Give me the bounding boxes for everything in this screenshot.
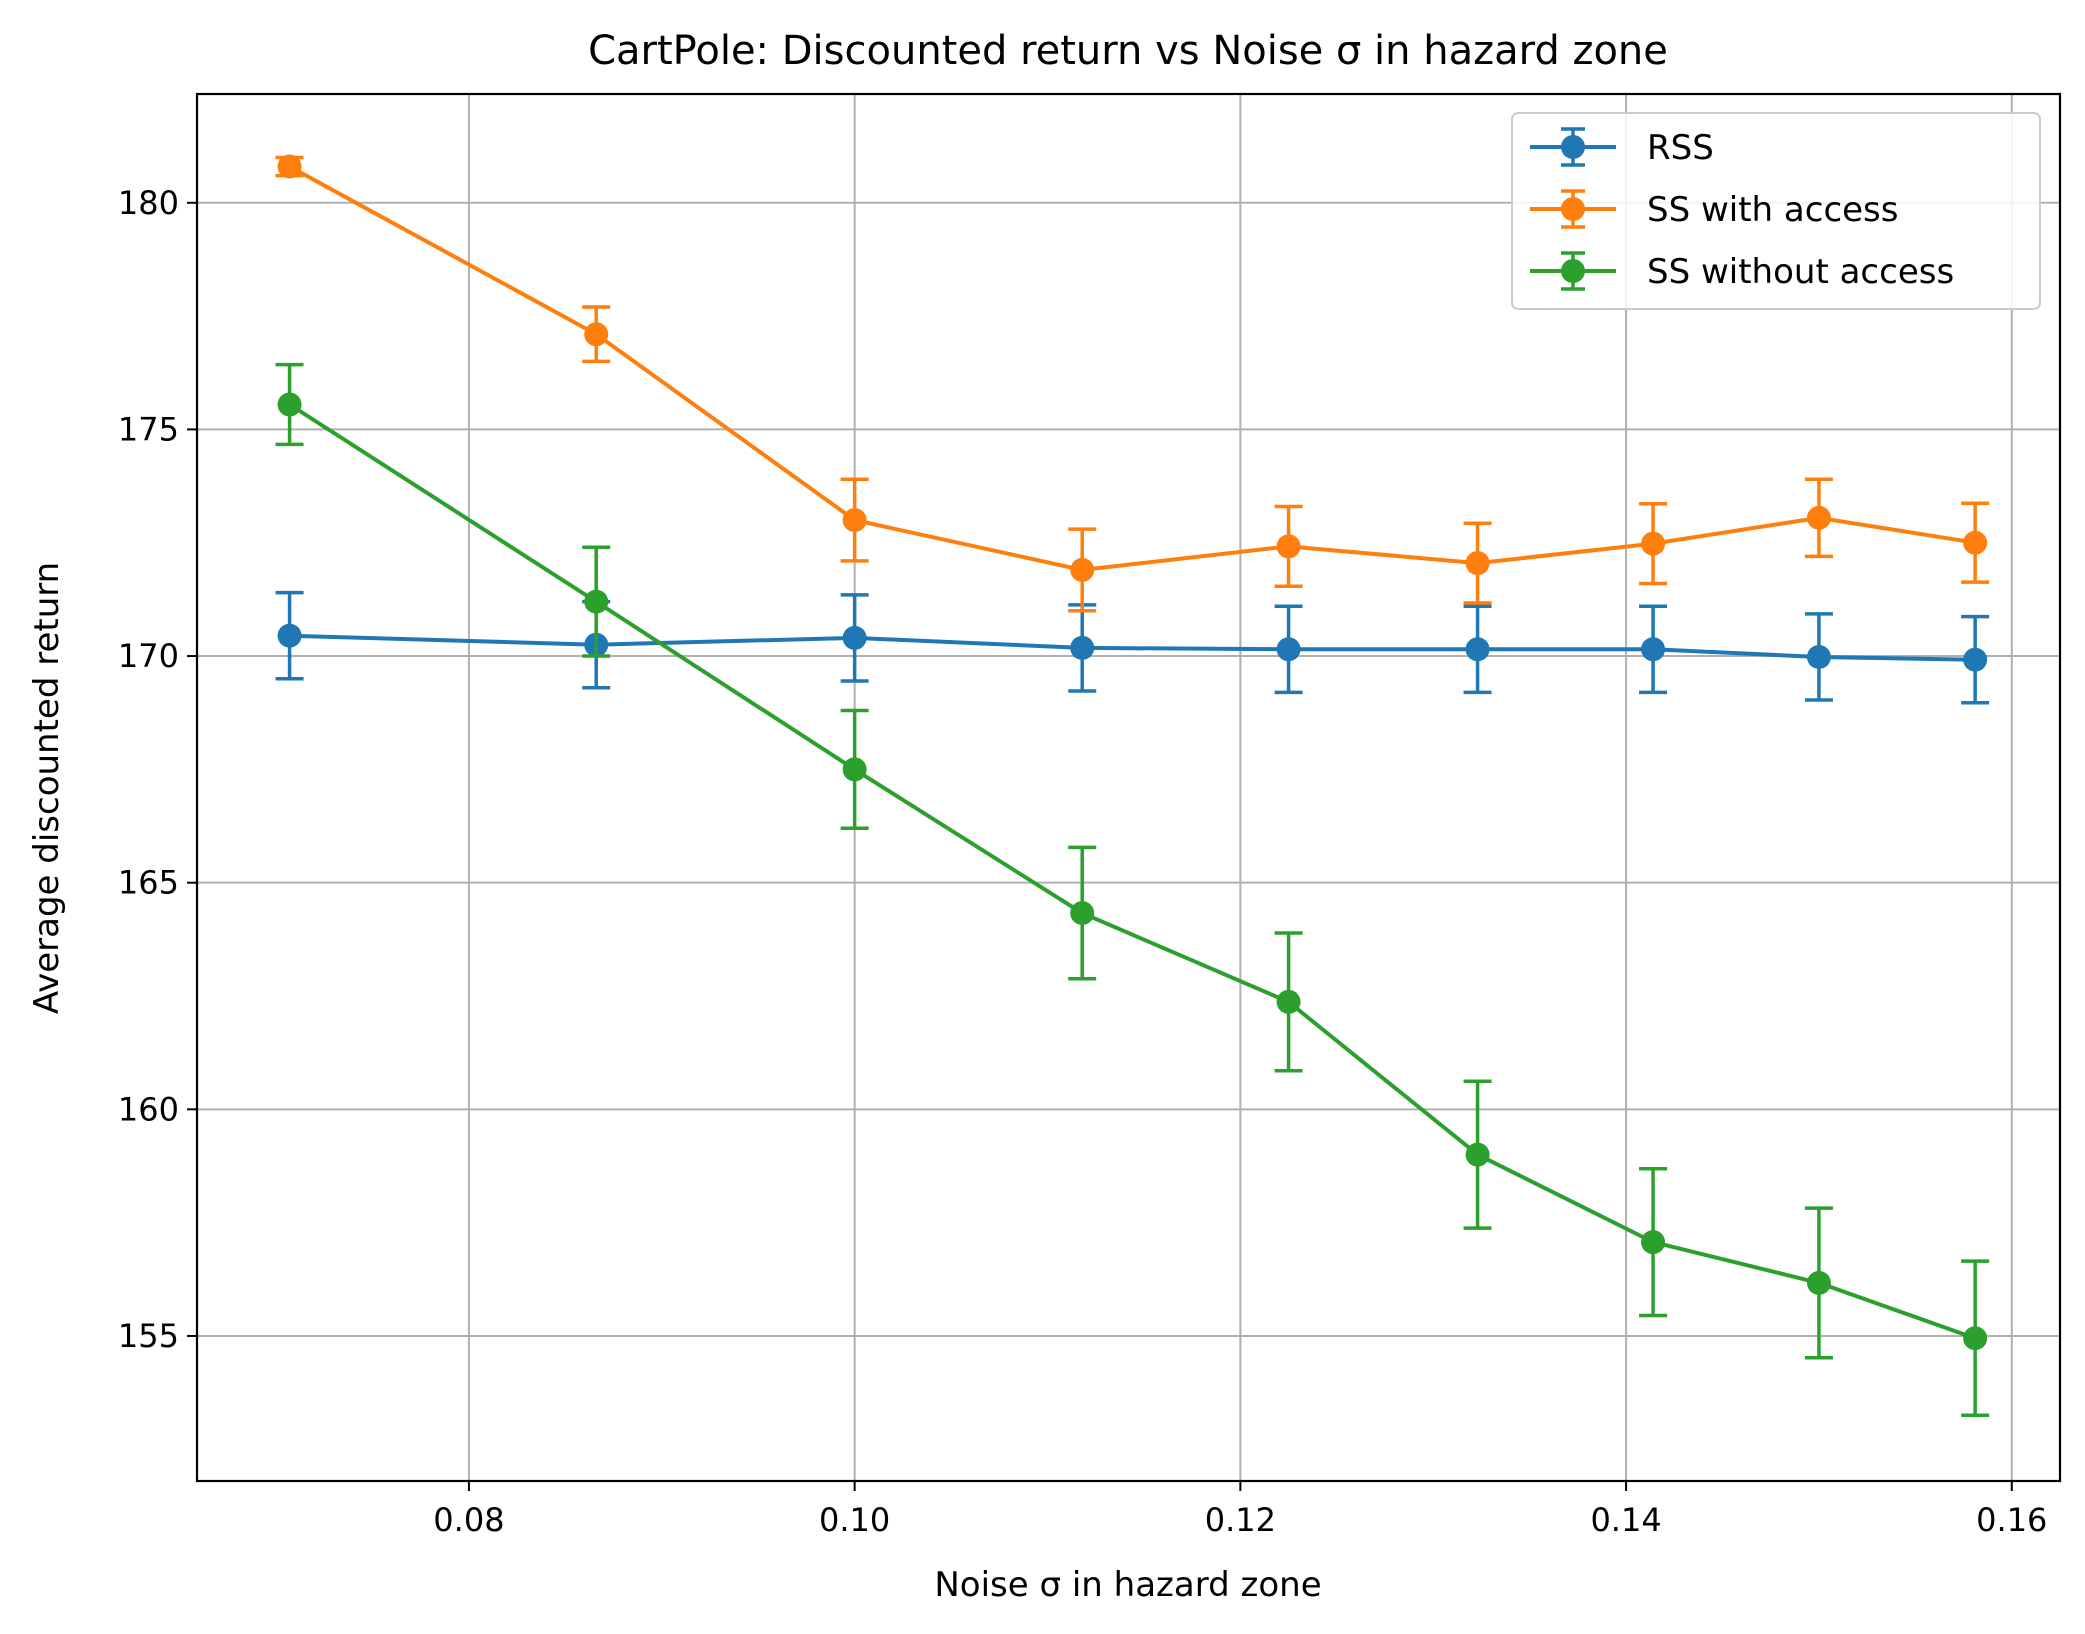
data-point-ss-with-access: [1641, 531, 1666, 556]
legend-box: [1511, 112, 2041, 310]
y-tick-label: 170: [118, 637, 179, 675]
x-tick-label: 0.16: [1976, 1501, 2047, 1539]
data-point-rss: [1641, 637, 1666, 662]
data-point-ss-without-access: [1465, 1142, 1490, 1167]
x-tick-label: 0.10: [819, 1501, 890, 1539]
legend-label-ss-without-access: SS without access: [1647, 252, 1954, 292]
data-point-ss-with-access: [1070, 557, 1095, 582]
legend: RSS SS with access SS without access: [1511, 112, 2041, 310]
y-tick-label: 155: [118, 1317, 179, 1355]
chart-title: CartPole: Discounted return vs Noise σ i…: [588, 28, 1668, 74]
x-axis-label: Noise σ in hazard zone: [934, 1565, 1321, 1605]
data-point-ss-without-access: [1070, 901, 1095, 926]
series-ss-without-access: [275, 362, 1990, 1418]
data-point-rss: [277, 623, 302, 648]
legend-marker-rss: [1561, 135, 1585, 159]
data-point-ss-without-access: [842, 757, 867, 782]
data-point-ss-with-access: [277, 154, 302, 179]
legend-entry-rss: RSS: [1530, 127, 1714, 168]
series-ss-with-access: [275, 154, 1990, 613]
plot-frame: [195, 92, 2062, 1483]
data-point-rss: [1963, 647, 1988, 672]
data-point-ss-without-access: [1963, 1326, 1988, 1351]
data-point-rss: [1070, 635, 1095, 660]
data-point-ss-without-access: [1276, 989, 1301, 1014]
y-tick-label: 165: [118, 864, 179, 902]
y-tick-label: 160: [118, 1090, 179, 1128]
x-tick-label: 0.12: [1205, 1501, 1276, 1539]
data-point-ss-without-access: [584, 589, 609, 614]
legend-marker-ss-without-access: [1561, 259, 1585, 283]
data-point-ss-with-access: [1963, 530, 1988, 555]
legend-entry-ss-without-access: SS without access: [1530, 251, 1954, 292]
legend-label-ss-with-access: SS with access: [1647, 190, 1898, 230]
data-point-rss: [1806, 644, 1831, 669]
data-point-rss: [1276, 637, 1301, 662]
data-point-ss-with-access: [1465, 551, 1490, 576]
legend-label-rss: RSS: [1647, 128, 1714, 168]
data-point-ss-with-access: [1276, 534, 1301, 559]
data-point-ss-without-access: [1806, 1270, 1831, 1295]
data-point-ss-without-access: [1641, 1230, 1666, 1255]
ticks: 0.08 0.10 0.12 0.14 0.16 155 160 165 170 175 180: [118, 184, 2047, 1539]
data-point-ss-with-access: [1806, 505, 1831, 530]
data-point-rss: [1465, 637, 1490, 662]
x-tick-label: 0.08: [433, 1501, 504, 1539]
legend-entry-ss-with-access: SS with access: [1530, 189, 1898, 230]
data-point-ss-with-access: [842, 508, 867, 533]
y-tick-label: 180: [118, 184, 179, 222]
data-point-rss: [842, 625, 867, 650]
y-tick-label: 175: [118, 410, 179, 448]
legend-marker-ss-with-access: [1561, 197, 1585, 221]
x-tick-label: 0.14: [1590, 1501, 1661, 1539]
y-axis-label: Average discounted return: [27, 562, 67, 1014]
data-point-ss-without-access: [277, 392, 302, 417]
data-point-ss-with-access: [584, 322, 609, 347]
series-layer: [275, 154, 1990, 1418]
